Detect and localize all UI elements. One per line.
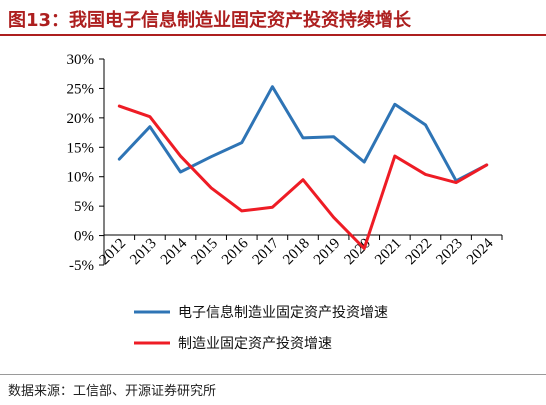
x-tick-label: 2015 xyxy=(188,236,221,269)
x-tick-label: 2012 xyxy=(97,236,130,269)
y-tick-label: 15% xyxy=(67,140,95,156)
figure-source: 数据来源：工信部、开源证券研究所 xyxy=(8,384,217,399)
x-tick-label: 2018 xyxy=(280,236,313,269)
x-tick-label: 2021 xyxy=(372,236,405,269)
x-tick-label: 2014 xyxy=(158,235,191,268)
y-tick-label: 30% xyxy=(67,52,95,68)
chart-series xyxy=(117,85,489,250)
x-tick-label: 2019 xyxy=(311,236,344,269)
x-tick-label: 2016 xyxy=(219,235,252,268)
legend-label-2: 制造业固定资产投资增速 xyxy=(178,336,332,352)
x-tick-label: 2022 xyxy=(403,236,436,269)
source-divider xyxy=(0,374,546,375)
y-tick-label: 0% xyxy=(74,229,94,245)
y-tick-label: 5% xyxy=(74,199,94,215)
y-tick-label: 20% xyxy=(67,111,95,127)
figure-title-bar: 图13：我国电子信息制造业固定资产投资持续增长 xyxy=(0,0,546,36)
y-tick-label: 10% xyxy=(67,170,95,186)
legend-label-1: 电子信息制造业固定资产投资增速 xyxy=(178,304,388,321)
x-tick-label: 2013 xyxy=(127,236,160,269)
series-line-1 xyxy=(117,85,489,183)
chart-axes: 30%25%20%15%10%5%0%-5% 201220132014201520… xyxy=(67,52,503,274)
series-line-2 xyxy=(117,104,489,250)
figure-title: 图13：我国电子信息制造业固定资产投资持续增长 xyxy=(8,10,412,31)
line-chart: 30%25%20%15%10%5%0%-5% 201220132014201520… xyxy=(67,52,503,352)
x-tick-label: 2024 xyxy=(464,235,497,268)
y-tick-label: -5% xyxy=(69,258,94,274)
x-tick-label: 2023 xyxy=(433,236,466,269)
y-tick-label: 25% xyxy=(67,81,95,97)
x-tick-label: 2017 xyxy=(250,235,283,268)
